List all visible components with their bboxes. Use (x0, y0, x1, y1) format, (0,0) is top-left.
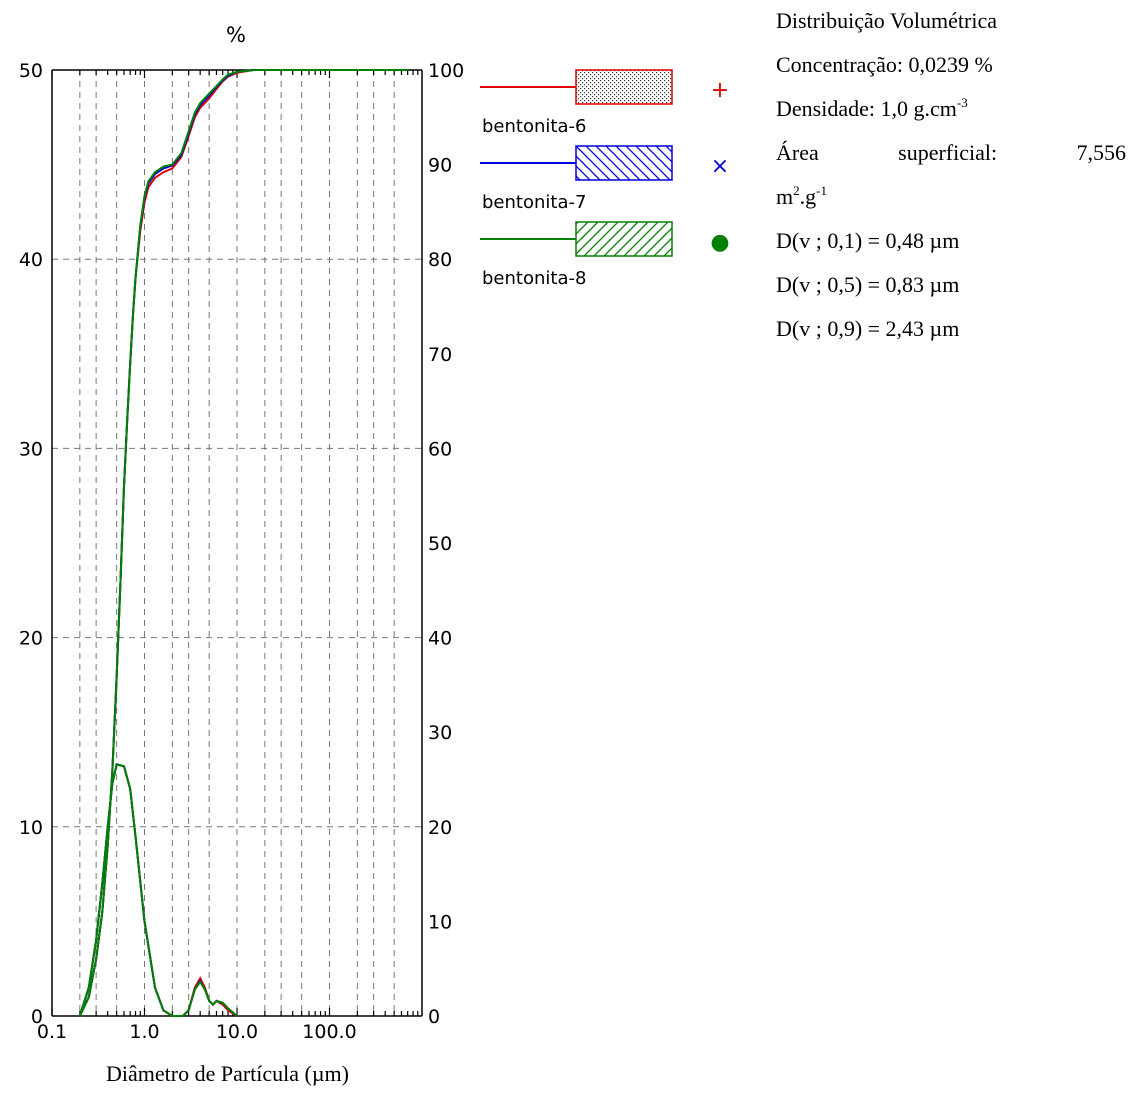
legend-swatch (575, 145, 673, 181)
info-area-unit-g-exp: -1 (816, 183, 827, 198)
y-right-tick-label: 30 (428, 722, 452, 744)
x-tick-label: 100.0 (302, 1021, 356, 1043)
info-area-unit-m: m (776, 184, 794, 209)
y-left-tick-label: 30 (19, 438, 43, 460)
x-tick-label: 0.1 (37, 1021, 67, 1043)
y-right-tick-label: 70 (428, 344, 452, 366)
series-cumulative-line (78, 69, 408, 1017)
info-title: Distribuição Volumétrica (776, 8, 997, 33)
info-d10: D(v ; 0,1) = 0,48 µm (776, 228, 960, 253)
legend-swatch (575, 69, 673, 105)
y-right-tick-label: 80 (428, 249, 452, 271)
info-panel: Distribuição Volumétrica Concentração: 0… (776, 6, 1128, 358)
y-left-tick-label: 0 (31, 1006, 43, 1028)
y-left-tick-label: 40 (19, 249, 43, 271)
y-right-tick-label: 20 (428, 817, 452, 839)
info-density: Densidade: 1,0 g.cm-3 (776, 94, 1128, 138)
info-area-value: 7,556 (1076, 140, 1127, 165)
y-right-tick-label: 10 (428, 911, 452, 933)
y-left-tick-label: 50 (19, 60, 43, 82)
info-area-unit-g: .g (799, 184, 817, 209)
y-left-tick-label: 20 (19, 628, 43, 650)
x-tick-label: 10.0 (216, 1021, 258, 1043)
legend-label: bentonita-7 (482, 192, 586, 213)
y-right-tick-label: 100 (428, 60, 464, 82)
legend-marker: + (711, 78, 729, 103)
series-frequency-line (78, 763, 238, 1017)
info-area-word1: Área (776, 140, 819, 165)
y-right-tick-label: 90 (428, 155, 452, 177)
y-right-tick-label: 60 (428, 438, 452, 460)
info-area: Área superficial: 7,556 (776, 138, 1126, 182)
info-d90: D(v ; 0,9) = 2,43 µm (776, 316, 960, 341)
gridlines (52, 70, 422, 1016)
info-density-exp: -3 (956, 95, 968, 110)
series-cumulative-line (78, 69, 408, 1017)
info-area-unit: m2.g-1 (776, 182, 1128, 226)
info-area-word2: superficial: (898, 140, 998, 165)
info-concentration: Concentração: 0,0239 % (776, 52, 993, 77)
axis-ticks (51, 70, 419, 1016)
legend-marker: ● (710, 230, 729, 255)
legend: + bentonita-6 × bentonita-7 ● bentonita-8 (480, 69, 730, 289)
info-area-unit-m-exp: 2 (793, 183, 800, 198)
x-tick-label: 1.0 (129, 1021, 159, 1043)
particle-size-chart: 0 10 20 30 40 50 0 10 20 30 40 50 60 70 80 90 100 0.1 1.0 1… (19, 23, 730, 1043)
series-cumulative-line (78, 69, 408, 1017)
chart-title: % (226, 23, 246, 47)
y-right-tick-label: 40 (428, 628, 452, 650)
legend-marker: × (711, 154, 729, 179)
y-left-tick-label: 10 (19, 817, 43, 839)
y-right-tick-label: 50 (428, 533, 452, 555)
x-axis-title: Diâmetro de Partícula (µm) (106, 1061, 349, 1086)
legend-label: bentonita-8 (482, 268, 586, 289)
info-density-text: Densidade: 1,0 g.cm (776, 96, 957, 121)
tick-labels: 0 10 20 30 40 50 0 10 20 30 40 50 60 70 80 90 100 0.1 1.0 1… (19, 60, 464, 1043)
y-right-tick-label: 0 (428, 1006, 440, 1028)
legend-swatch (575, 221, 673, 257)
series-lines (78, 69, 408, 1017)
legend-label: bentonita-6 (482, 116, 586, 137)
info-d50: D(v ; 0,5) = 0,83 µm (776, 272, 960, 297)
